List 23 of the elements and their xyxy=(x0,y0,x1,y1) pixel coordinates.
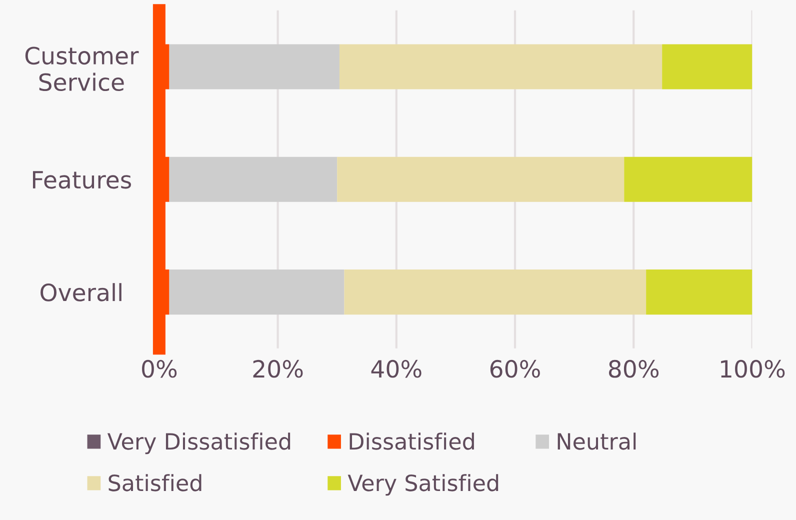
x-tick-label: 20% xyxy=(253,360,303,378)
bar xyxy=(344,270,646,315)
legend-label: Very Dissatisfied xyxy=(107,432,290,454)
legend-label: Very Satisfied xyxy=(348,474,498,496)
x-tick-label: 0% xyxy=(142,360,177,378)
bar xyxy=(337,156,624,202)
y-tick-label: Overall xyxy=(40,283,122,302)
bar xyxy=(169,156,338,202)
legend-label: Neutral xyxy=(558,432,636,450)
bar xyxy=(169,44,340,90)
legend-label: Dissatisfied xyxy=(350,432,474,450)
bar xyxy=(169,270,344,315)
bar xyxy=(339,44,662,90)
y-tick-label: Features xyxy=(32,171,132,189)
bar xyxy=(662,44,752,90)
x-tick-label: 100% xyxy=(721,360,785,378)
bar xyxy=(646,270,752,315)
y-tick-label: Customer Service xyxy=(25,46,139,92)
x-tick-label: 80% xyxy=(608,360,659,378)
x-tick-label: 40% xyxy=(371,360,422,378)
x-tick-label: 60% xyxy=(490,360,540,378)
bar xyxy=(624,156,752,202)
legend-label: Satisfied xyxy=(108,474,202,492)
